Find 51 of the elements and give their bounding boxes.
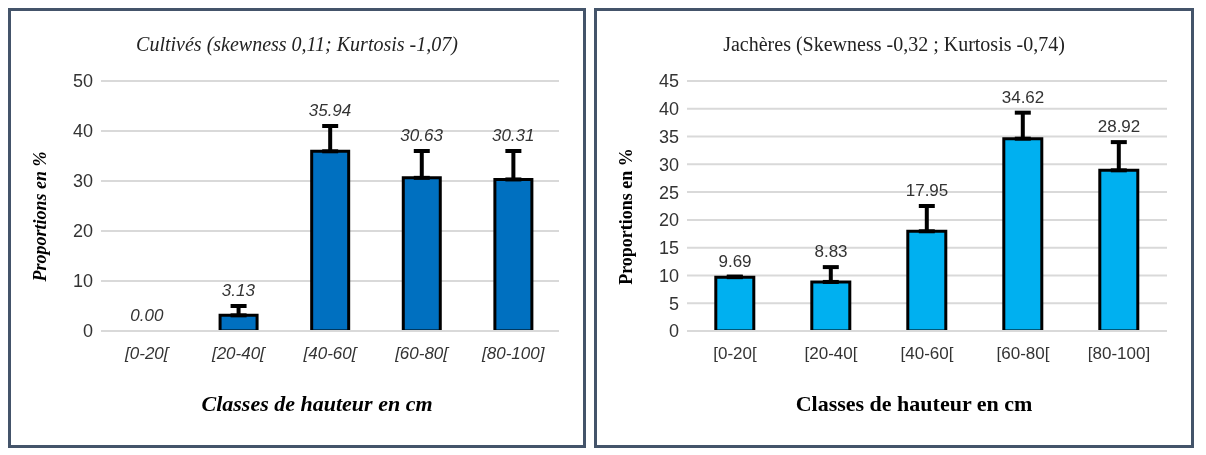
y-axis-title: Proportions en % — [29, 150, 51, 282]
bar — [1098, 168, 1140, 331]
x-tick-label: [20-40[ — [804, 344, 858, 364]
y-tick-label: 35 — [658, 126, 679, 147]
y-tick-label: 0 — [82, 321, 93, 342]
x-tick-label: [0-20[ — [713, 344, 758, 364]
y-tick-label: 30 — [658, 154, 679, 175]
bar — [401, 176, 442, 331]
bar — [493, 177, 534, 331]
data-label: 28.92 — [1097, 117, 1141, 137]
data-label: 30.63 — [400, 126, 444, 145]
y-tick-label: 15 — [658, 238, 679, 259]
y-tick-label: 45 — [658, 71, 679, 92]
y-tick-label: 40 — [658, 99, 679, 120]
y-tick-label: 40 — [72, 121, 93, 142]
data-label: 8.83 — [814, 242, 848, 262]
y-tick-label: 20 — [658, 210, 679, 231]
x-tick-label: [40-60[ — [302, 344, 359, 364]
bar — [218, 313, 259, 331]
data-label: 3.13 — [221, 281, 256, 300]
x-tick-label: [40-60[ — [900, 344, 954, 364]
x-axis-title: Classes de hauteur en cm — [794, 391, 1034, 417]
y-tick-label: 20 — [72, 221, 93, 242]
bar — [810, 280, 852, 331]
x-tick-label: [80-100] — [1087, 344, 1151, 364]
data-label: 17.95 — [905, 181, 949, 200]
y-tick-label: 50 — [72, 71, 93, 92]
data-label: 35.94 — [308, 101, 352, 120]
bar — [906, 229, 948, 331]
bar — [1002, 137, 1044, 331]
data-label: 9.69 — [718, 251, 752, 271]
y-tick-label: 0 — [668, 321, 679, 342]
data-label: 34.62 — [1001, 87, 1045, 107]
x-tick-label: [60-80[ — [394, 344, 451, 364]
y-tick-label: 5 — [668, 293, 679, 314]
x-tick-label: [80-100] — [481, 344, 546, 364]
data-label: 30.31 — [491, 126, 535, 145]
y-axis-title: Proportions en % — [615, 147, 637, 285]
y-tick-label: 10 — [658, 265, 679, 286]
y-tick-label: 25 — [658, 182, 679, 203]
x-tick-label: [20-40[ — [210, 344, 268, 364]
x-tick-label: [0-20[ — [124, 344, 171, 364]
x-tick-label: [60-80[ — [996, 344, 1050, 364]
data-label: 0.00 — [130, 306, 164, 325]
chart-title: Cultivés (skewness 0,11; Kurtosis -1,07) — [135, 33, 459, 56]
x-axis-title: Classes de hauteur en cm — [200, 391, 434, 417]
chart-title: Jachères (Skewness -0,32 ; Kurtosis -0,74) — [722, 33, 1066, 56]
bar — [310, 149, 351, 331]
bar — [714, 275, 756, 331]
y-tick-label: 10 — [72, 271, 93, 292]
y-tick-label: 30 — [72, 171, 93, 192]
